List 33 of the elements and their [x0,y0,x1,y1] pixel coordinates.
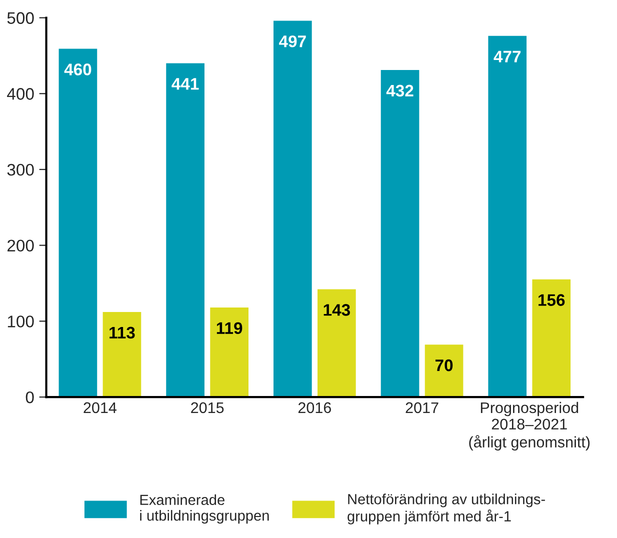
bar [272,19,314,398]
legend-label: Nettoförändring av utbildnings- gruppen jämfört med år-1 [348,494,545,524]
y-tick-label: 500 [7,12,34,24]
data-label: 460 [64,64,92,76]
x-tick-label: 2015 [191,402,224,414]
x-tick-label: Prognosperiod 2018–2021 (årligt genomsnitt) [469,402,590,451]
data-label: 441 [172,78,199,90]
data-label: 432 [386,84,414,97]
x-tick-label: 2014 [84,402,116,414]
x-tick-label: 2017 [406,402,438,414]
bar [423,343,465,398]
y-tick-label: 300 [7,164,34,176]
bar [164,62,206,398]
y-tick-label: 100 [8,316,34,328]
bar [486,34,528,398]
bar [208,306,250,398]
bar [530,278,572,398]
legend-label: Examinerade i utbildningsgruppen [140,494,269,524]
data-label: 119 [216,322,242,334]
data-label: 477 [494,50,521,62]
bar [101,310,143,398]
y-tick-label: 400 [7,88,34,100]
data-label: 497 [279,35,306,48]
y-tick-label: 0 [26,391,34,404]
data-label: 156 [538,294,565,306]
data-label: 113 [110,326,135,339]
data-label: 143 [324,304,350,316]
x-tick-label: 2016 [298,402,331,414]
bar [57,47,98,398]
bar [316,288,358,398]
data-label: 70 [435,359,453,372]
y-tick-label: 200 [8,240,34,252]
bar [379,68,421,398]
